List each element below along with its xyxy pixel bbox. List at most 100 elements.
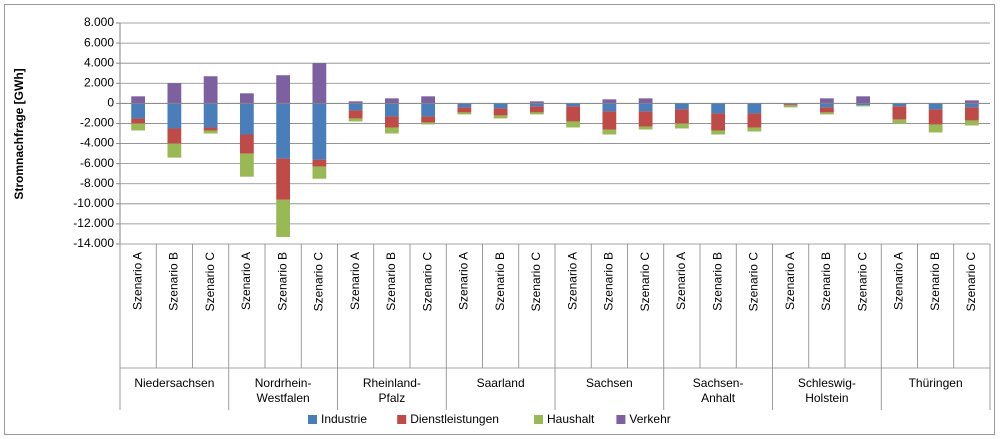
bar-segment bbox=[529, 112, 544, 115]
bar-segment bbox=[747, 127, 762, 132]
bar-segment bbox=[421, 103, 436, 117]
x-tick-label: Szenario A bbox=[674, 252, 688, 310]
bar-segment bbox=[131, 96, 146, 104]
bar-segment bbox=[529, 106, 544, 113]
y-tick-label: 4.000 bbox=[84, 55, 114, 69]
bar-segment bbox=[602, 103, 617, 112]
bar-segment bbox=[493, 103, 508, 109]
bar-segment bbox=[638, 126, 653, 130]
x-tick-label: Szenario C bbox=[747, 252, 761, 312]
y-tick-label: -4.000 bbox=[80, 136, 114, 150]
bar-segment bbox=[312, 103, 327, 160]
y-tick-label: 2.000 bbox=[84, 75, 114, 89]
bar-segment bbox=[747, 113, 762, 128]
x-tick-label: Szenario B bbox=[819, 252, 833, 311]
bar-segment bbox=[131, 123, 146, 131]
bar-segment bbox=[348, 103, 363, 111]
x-tick-label: Szenario B bbox=[928, 252, 942, 311]
bar-segment bbox=[928, 124, 943, 133]
x-tick-label: Szenario C bbox=[529, 252, 543, 312]
y-tick-label: 8.000 bbox=[84, 15, 114, 29]
bar-segment bbox=[783, 105, 798, 108]
bar-segment bbox=[167, 83, 182, 104]
bar-segment bbox=[928, 109, 943, 125]
bar-segment bbox=[819, 112, 834, 115]
bar-segment bbox=[384, 116, 399, 128]
bar-segment bbox=[892, 119, 907, 124]
legend-label: Verkehr bbox=[629, 412, 670, 426]
bar-segment bbox=[529, 103, 544, 107]
bar-segment bbox=[566, 121, 581, 128]
bar-segment bbox=[819, 103, 834, 108]
bar-segment bbox=[493, 108, 508, 116]
bar-segment bbox=[312, 166, 327, 179]
bar-segment bbox=[747, 103, 762, 114]
bar-segment bbox=[312, 159, 327, 167]
x-tick-label: Szenario A bbox=[457, 252, 471, 310]
bar-segment bbox=[239, 93, 254, 104]
group-label: Schleswig-Holstein bbox=[798, 376, 856, 405]
x-tick-label: Szenario B bbox=[167, 252, 181, 311]
bar-segment bbox=[493, 115, 508, 119]
y-tick-label: 0 bbox=[107, 96, 114, 110]
bar-segment bbox=[421, 96, 436, 104]
legend-label: Industrie bbox=[321, 412, 367, 426]
x-tick-label: Szenario C bbox=[964, 252, 978, 312]
x-tick-label: Szenario C bbox=[420, 252, 434, 312]
bar-segment bbox=[276, 103, 291, 159]
bar-segment bbox=[239, 103, 254, 135]
y-tick-label: -2.000 bbox=[80, 116, 114, 130]
bar-segment bbox=[892, 106, 907, 120]
x-tick-label: Szenario A bbox=[348, 252, 362, 310]
bar-segment bbox=[819, 98, 834, 104]
bar-segment bbox=[421, 116, 436, 123]
bar-segment bbox=[457, 112, 472, 115]
group-label: Sachsen-Anhalt bbox=[693, 376, 744, 405]
bar-segment bbox=[711, 103, 726, 114]
bar-segment bbox=[312, 63, 327, 104]
bar-segment bbox=[384, 103, 399, 117]
x-tick-label: Szenario A bbox=[783, 252, 797, 310]
bar-segment bbox=[783, 103, 798, 105]
x-tick-label: Szenario B bbox=[602, 252, 616, 311]
bar-segment bbox=[529, 101, 544, 104]
x-tick-label: Szenario B bbox=[275, 252, 289, 311]
bar-segment bbox=[783, 104, 798, 106]
bar-segment bbox=[384, 98, 399, 104]
bar-segment bbox=[131, 103, 146, 119]
bar-segment bbox=[964, 120, 979, 126]
y-tick-label: -10.000 bbox=[73, 196, 114, 210]
bar-segment bbox=[638, 111, 653, 127]
chart-border bbox=[4, 4, 995, 435]
group-label: Rheinland-Pfalz bbox=[363, 376, 421, 405]
bar-segment bbox=[203, 130, 218, 134]
bar-segment bbox=[819, 107, 834, 113]
bar-segment bbox=[711, 130, 726, 135]
group-label: Nordrhein-Westfalen bbox=[255, 376, 312, 405]
bar-segment bbox=[239, 134, 254, 154]
x-tick-label: Szenario A bbox=[892, 252, 906, 310]
legend-swatch bbox=[308, 415, 317, 424]
bar-segment bbox=[928, 103, 943, 110]
y-tick-label: -14.000 bbox=[73, 236, 114, 250]
bar-segment bbox=[566, 106, 581, 122]
group-label: Saarland bbox=[477, 376, 525, 390]
legend-swatch bbox=[397, 415, 407, 424]
legend-swatch bbox=[534, 415, 543, 424]
bar-segment bbox=[421, 122, 436, 125]
x-tick-label: Szenario B bbox=[493, 252, 507, 311]
bar-segment bbox=[276, 199, 291, 237]
legend-swatch bbox=[616, 415, 626, 424]
bar-segment bbox=[674, 123, 689, 129]
bar-segment bbox=[638, 103, 653, 112]
x-tick-label: Szenario B bbox=[384, 252, 398, 311]
bar-segment bbox=[348, 110, 363, 119]
bar-segment bbox=[167, 103, 182, 129]
bar-segment bbox=[384, 127, 399, 134]
x-tick-label: Szenario A bbox=[130, 252, 144, 310]
bar-segment bbox=[276, 75, 291, 104]
x-tick-label: Szenario C bbox=[638, 252, 652, 312]
x-tick-label: Szenario B bbox=[710, 252, 724, 311]
bar-segment bbox=[964, 103, 979, 108]
